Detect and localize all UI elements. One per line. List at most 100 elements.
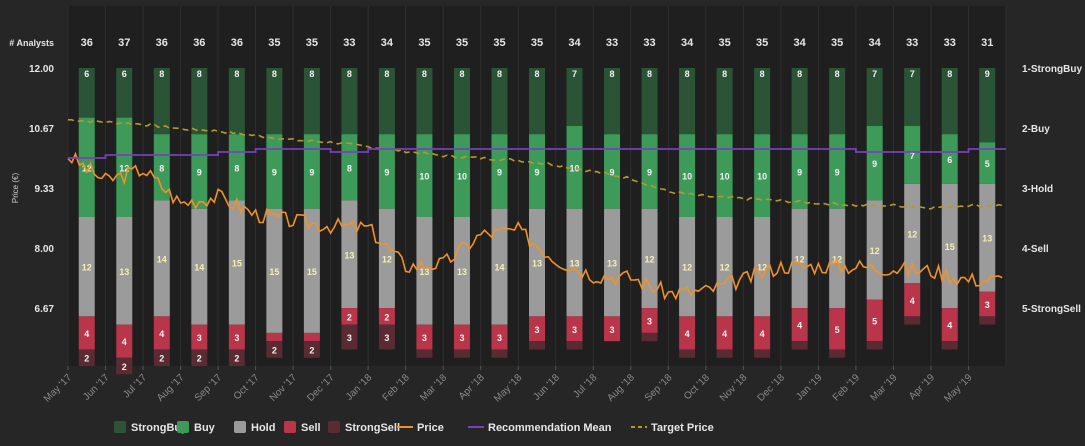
legend-label: Target Price xyxy=(651,422,714,434)
bar-segment-sell xyxy=(303,332,320,342)
bar-value-label: 13 xyxy=(457,267,467,277)
bar-value-label: 2 xyxy=(84,354,89,364)
bar-segment-hold xyxy=(153,200,170,317)
bar-segment-strongsell xyxy=(228,349,245,366)
bar-segment-strongbuy xyxy=(116,68,133,118)
bar-segment-sell xyxy=(191,324,208,350)
bar-value-label: 3 xyxy=(347,333,352,343)
y-ticks-layer: 12.00 10.67 9.33 8.00 6.67 xyxy=(29,64,54,315)
bar-value-label: 2 xyxy=(234,354,239,364)
bar-segment-strongsell xyxy=(716,349,733,358)
bar-value-label: 8 xyxy=(309,69,314,79)
bar-segment-sell xyxy=(228,324,245,350)
bar-value-label: 8 xyxy=(947,69,952,79)
legend-swatch-hold xyxy=(234,421,246,433)
bar-segment-strongsell xyxy=(754,349,771,358)
bar-segment-strongsell xyxy=(116,357,133,375)
bar-value-label: 10 xyxy=(457,172,467,182)
bar-segment-strongbuy xyxy=(378,68,395,135)
bar-value-label: 8 xyxy=(347,163,352,173)
bar-segment-strongbuy xyxy=(341,68,358,135)
bar-segment-hold xyxy=(228,200,245,325)
analyst-count: 36 xyxy=(231,37,243,49)
bar-segment-strongbuy xyxy=(829,68,846,135)
legend-label: Hold xyxy=(251,422,275,434)
bar-segment-hold xyxy=(679,217,696,317)
analyst-count: 35 xyxy=(831,37,843,49)
bar-value-label: 4 xyxy=(947,321,952,331)
analyst-count: 34 xyxy=(681,37,694,49)
analyst-count: 36 xyxy=(81,37,93,49)
bar-segment-strongsell xyxy=(641,332,658,342)
bars-layer: 6 12 12 4 2 6 12 13 4 2 8 8 14 4 2 8 9 14 3 2 8 8 15 3 2 8 9 15 2 8 9 1… xyxy=(78,68,996,375)
bar-value-label: 13 xyxy=(607,259,617,269)
bar-value-label: 12 xyxy=(682,263,692,273)
bar-segment-hold xyxy=(303,208,320,333)
bar-value-label: 8 xyxy=(234,69,239,79)
bar-segment-buy xyxy=(829,134,846,209)
bar-segment-strongsell xyxy=(341,324,358,350)
bar-segment-buy xyxy=(78,117,95,217)
bar-value-label: 4 xyxy=(910,296,915,306)
bar-value-label: 7 xyxy=(910,151,915,161)
bar-segment-strongsell xyxy=(153,349,170,366)
bar-value-label: 3 xyxy=(384,333,389,343)
bar-value-label: 10 xyxy=(570,163,580,173)
bar-value-label: 9 xyxy=(872,159,877,169)
bar-segment-hold xyxy=(341,200,358,309)
bar-segment-sell xyxy=(566,316,583,342)
bar-segment-sell xyxy=(679,316,696,350)
analyst-count: 36 xyxy=(193,37,205,49)
bar-segment-buy xyxy=(529,134,545,209)
bar-segment-strongbuy xyxy=(153,68,170,135)
rating-label: 2-Buy xyxy=(1022,124,1050,135)
bar-segment-buy xyxy=(228,134,245,201)
bar-segment-strongbuy xyxy=(866,68,883,126)
analyst-count: 36 xyxy=(156,37,168,49)
bar-segment-sell xyxy=(78,316,95,350)
bar-value-label: 7 xyxy=(872,69,877,79)
legend-swatch-sell xyxy=(284,421,296,433)
legend-label: Sell xyxy=(301,422,321,434)
bar-value-label: 13 xyxy=(344,250,354,260)
bar-value-label: 10 xyxy=(419,172,429,182)
bar-segment-strongbuy xyxy=(641,68,658,135)
bar-value-label: 3 xyxy=(572,325,577,335)
bar-segment-buy xyxy=(116,117,133,217)
bar-segment-hold xyxy=(416,217,433,325)
legend-swatch-strongbuy xyxy=(114,421,126,433)
analyst-count: 33 xyxy=(906,37,918,49)
bar-segment-strongsell xyxy=(378,324,395,350)
bar-value-label: 2 xyxy=(309,345,314,355)
grid-layer xyxy=(67,6,1007,366)
bar-value-label: 8 xyxy=(534,69,539,79)
bar-segment-buy xyxy=(341,134,358,201)
bar-segment-strongsell xyxy=(491,349,508,358)
bar-value-label: 4 xyxy=(760,329,765,339)
bar-value-label: 12 xyxy=(757,263,767,273)
bar-segment-strongsell xyxy=(566,341,583,350)
bar-segment-strongbuy xyxy=(904,68,921,126)
bar-segment-strongsell xyxy=(529,341,545,350)
bar-value-label: 9 xyxy=(197,167,202,177)
bar-segment-strongbuy xyxy=(604,68,621,135)
bar-value-label: 12 xyxy=(907,230,917,240)
bar-segment-hold xyxy=(604,208,621,317)
bar-segment-buy xyxy=(941,134,958,184)
analyst-count: 35 xyxy=(718,37,730,49)
bar-value-label: 4 xyxy=(722,329,727,339)
bar-segment-strongbuy xyxy=(78,68,95,118)
bar-value-label: 8 xyxy=(835,69,840,79)
bar-value-label: 14 xyxy=(494,263,504,273)
bar-value-label: 8 xyxy=(459,69,464,79)
bar-segment-hold xyxy=(791,208,808,309)
bar-value-label: 12 xyxy=(870,246,880,256)
bar-segment-strongsell xyxy=(866,341,883,350)
legend-swatch-strongsell xyxy=(328,421,340,433)
bar-value-label: 5 xyxy=(872,316,877,326)
bar-value-label: 7 xyxy=(572,69,577,79)
bar-value-label: 13 xyxy=(982,234,992,244)
bar-value-label: 13 xyxy=(570,259,580,269)
bar-value-label: 15 xyxy=(945,242,955,252)
legend-label: Buy xyxy=(194,422,216,434)
